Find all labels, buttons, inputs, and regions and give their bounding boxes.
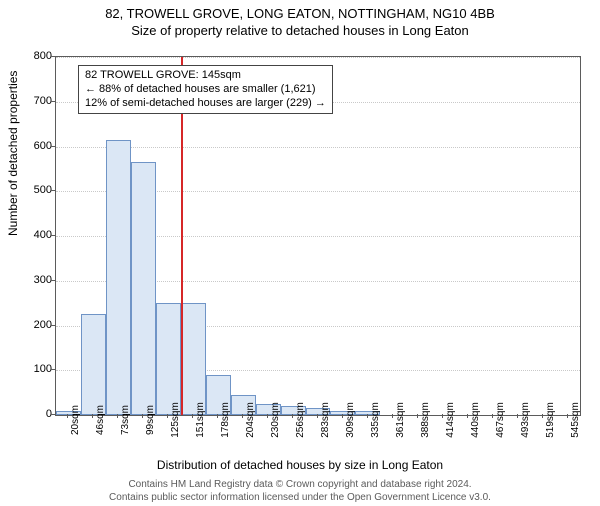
x-tick-label: 46sqm — [95, 405, 106, 435]
x-tick-mark — [92, 414, 93, 418]
x-tick-mark — [517, 414, 518, 418]
y-tick-label: 300 — [34, 274, 52, 286]
x-tick-label: 283sqm — [320, 402, 331, 438]
x-tick-label: 440sqm — [470, 402, 481, 438]
gridline — [56, 147, 580, 148]
y-tick-mark — [51, 146, 55, 147]
plot-area: 82 TROWELL GROVE: 145sqm← 88% of detache… — [55, 56, 581, 416]
y-tick-mark — [51, 190, 55, 191]
x-tick-mark — [167, 414, 168, 418]
y-tick-mark — [51, 235, 55, 236]
y-tick-label: 800 — [34, 50, 52, 62]
x-tick-label: 125sqm — [170, 402, 181, 438]
x-tick-mark — [392, 414, 393, 418]
x-tick-mark — [367, 414, 368, 418]
x-tick-mark — [417, 414, 418, 418]
annotation-line-1: 82 TROWELL GROVE: 145sqm — [85, 69, 326, 83]
x-tick-label: 256sqm — [295, 402, 306, 438]
y-tick-mark — [51, 414, 55, 415]
x-tick-mark — [192, 414, 193, 418]
x-tick-mark — [542, 414, 543, 418]
x-tick-label: 493sqm — [520, 402, 531, 438]
y-tick-mark — [51, 101, 55, 102]
x-tick-label: 335sqm — [370, 402, 381, 438]
y-tick-label: 100 — [34, 363, 52, 375]
annotation-box: 82 TROWELL GROVE: 145sqm← 88% of detache… — [78, 65, 333, 114]
x-tick-label: 467sqm — [495, 402, 506, 438]
x-tick-mark — [317, 414, 318, 418]
x-tick-label: 414sqm — [445, 402, 456, 438]
y-axis-label: Number of detached properties — [6, 71, 20, 236]
x-tick-label: 204sqm — [245, 402, 256, 438]
x-tick-mark — [292, 414, 293, 418]
chart-container: 82, TROWELL GROVE, LONG EATON, NOTTINGHA… — [0, 6, 600, 506]
x-tick-mark — [117, 414, 118, 418]
histogram-bar — [181, 303, 206, 415]
x-tick-mark — [442, 414, 443, 418]
gridline — [56, 57, 580, 58]
x-tick-mark — [267, 414, 268, 418]
x-tick-label: 388sqm — [420, 402, 431, 438]
y-tick-label: 700 — [34, 95, 52, 107]
chart-title-address: 82, TROWELL GROVE, LONG EATON, NOTTINGHA… — [0, 6, 600, 21]
x-tick-label: 309sqm — [345, 402, 356, 438]
histogram-bar — [131, 162, 156, 415]
annotation-line-2: ← 88% of detached houses are smaller (1,… — [85, 83, 326, 97]
x-tick-label: 178sqm — [220, 402, 231, 438]
x-tick-label: 151sqm — [195, 402, 206, 438]
x-axis-label: Distribution of detached houses by size … — [0, 458, 600, 472]
y-tick-label: 200 — [34, 319, 52, 331]
y-tick-mark — [51, 369, 55, 370]
y-tick-label: 400 — [34, 229, 52, 241]
x-tick-label: 73sqm — [120, 405, 131, 435]
x-tick-label: 20sqm — [70, 405, 81, 435]
histogram-bar — [81, 314, 106, 415]
x-tick-label: 99sqm — [145, 405, 156, 435]
x-tick-mark — [142, 414, 143, 418]
x-tick-label: 545sqm — [570, 402, 581, 438]
x-tick-mark — [492, 414, 493, 418]
x-tick-label: 361sqm — [395, 402, 406, 438]
y-tick-mark — [51, 280, 55, 281]
footer-copyright-2: Contains public sector information licen… — [0, 492, 600, 503]
y-tick-label: 600 — [34, 140, 52, 152]
annotation-line-3: 12% of semi-detached houses are larger (… — [85, 97, 326, 111]
x-tick-mark — [217, 414, 218, 418]
x-tick-label: 519sqm — [545, 402, 556, 438]
y-tick-label: 500 — [34, 184, 52, 196]
y-tick-mark — [51, 56, 55, 57]
y-tick-mark — [51, 325, 55, 326]
footer-copyright-1: Contains HM Land Registry data © Crown c… — [0, 479, 600, 490]
histogram-bar — [106, 140, 131, 415]
x-tick-mark — [342, 414, 343, 418]
x-tick-label: 230sqm — [270, 402, 281, 438]
x-tick-mark — [467, 414, 468, 418]
x-tick-mark — [67, 414, 68, 418]
x-tick-mark — [242, 414, 243, 418]
x-tick-mark — [567, 414, 568, 418]
chart-subtitle: Size of property relative to detached ho… — [0, 23, 600, 38]
histogram-bar — [156, 303, 181, 415]
